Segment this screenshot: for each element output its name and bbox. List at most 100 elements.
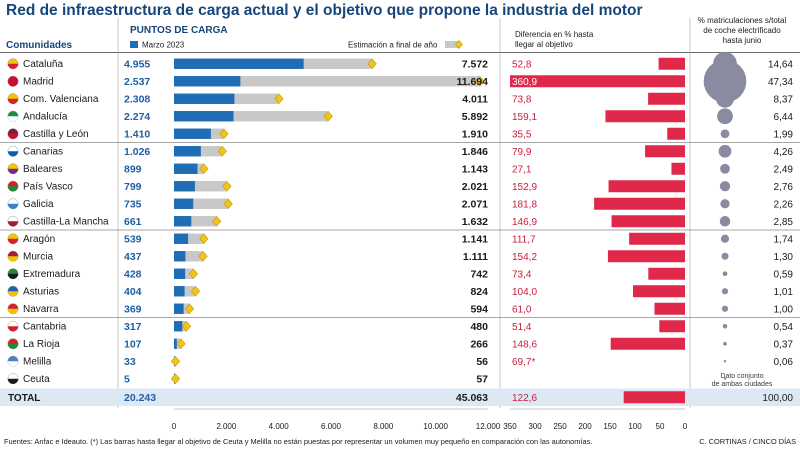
estimate-value: 11.694: [456, 76, 488, 88]
legend-estimate-swatch: [445, 41, 459, 48]
share-value: 1,01: [774, 287, 794, 298]
diff-value: 1.040,0*: [512, 374, 549, 385]
flag-half: [7, 273, 19, 279]
estimate-marker: [199, 163, 209, 175]
diff-bar: [605, 110, 685, 123]
share-bubble: [719, 216, 731, 227]
community-name: Ceuta: [23, 374, 50, 385]
points-tick-label: 8.000: [373, 422, 394, 431]
community-name: Com. Valenciana: [23, 94, 99, 105]
diff-value: 52,8: [512, 59, 532, 70]
flag-half: [7, 151, 19, 157]
diff-tick-label: 50: [656, 422, 665, 431]
community-name: Castilla y León: [23, 129, 89, 140]
estimate-bar: [174, 216, 217, 227]
diff-value: 73,4: [512, 269, 532, 280]
points-tick-label: 0: [172, 422, 177, 431]
total-band: [0, 388, 800, 406]
shared-note-line: Dato conjunto: [720, 373, 763, 380]
share-value: 1,99: [774, 129, 794, 140]
diff-bar: [648, 92, 685, 105]
points-tick-label: 12.000: [476, 422, 501, 431]
current-value: 2.308: [124, 93, 150, 105]
table-row: Ceuta 5 57 1.040,0*: [7, 373, 727, 385]
diff-tick-label: 350: [503, 422, 517, 431]
table-row: Castilla-La Mancha 661 1.632 146,9 2,85: [7, 215, 793, 228]
diff-header-line: llegar al objetivo: [515, 40, 573, 49]
estimate-value: 1.111: [463, 251, 488, 263]
share-bubble: [720, 163, 730, 174]
diff-bar: [654, 302, 685, 315]
page-title: Red de infraestructura de carga actual y…: [6, 2, 643, 19]
estimate-bar: [174, 111, 329, 122]
share-bubble: [721, 252, 729, 260]
community-name: Galicia: [23, 199, 54, 210]
share-value: 47,34: [768, 77, 793, 88]
diff-tick-label: 200: [578, 422, 592, 431]
current-bar: [174, 163, 198, 174]
community-name: Extremadura: [23, 269, 81, 280]
share-header-line: % matriculaciones s/total: [698, 16, 787, 25]
current-bar: [174, 111, 234, 122]
flag-half: [7, 203, 19, 209]
diff-bar: [658, 57, 685, 70]
current-value: 799: [124, 181, 142, 193]
points-tick-label: 10.000: [423, 422, 448, 431]
table-row: La Rioja 107 266 148,6 0,37: [7, 337, 794, 350]
communities-header: Comunidades: [6, 40, 73, 51]
community-name: Navarra: [23, 304, 59, 315]
legend-estimate-marker: [455, 40, 463, 49]
estimate-value: 266: [470, 338, 488, 350]
current-bar: [174, 338, 177, 349]
table-row: Andalucía 2.274 5.892 159,1 6,44: [7, 108, 793, 125]
flag-half: [7, 168, 19, 174]
table-row: Madrid 2.537 11.694 360,9 47,34: [7, 59, 793, 103]
diff-tick-label: 250: [553, 422, 567, 431]
estimate-value: 1.910: [462, 128, 488, 140]
estimate-value: 824: [470, 286, 488, 298]
diff-value: 154,2: [512, 252, 537, 263]
share-bubble: [720, 129, 730, 139]
current-value: 428: [124, 268, 142, 280]
diff-tick-label: 150: [603, 422, 617, 431]
community-name: La Rioja: [23, 339, 60, 350]
table-row: Com. Valenciana 2.308 4.011 73,8 8,37: [7, 89, 793, 108]
diff-value: 104,0: [512, 287, 537, 298]
diff-value: 159,1: [512, 112, 537, 123]
diff-bar: [648, 267, 685, 280]
estimate-value: 4.011: [462, 93, 488, 105]
estimate-value: 1.846: [462, 146, 488, 158]
table-row: País Vasco 799 2.021 152,9 2,76: [7, 180, 794, 193]
estimate-marker: [170, 355, 181, 367]
current-value: 5: [124, 373, 130, 385]
table-row: Navarra 369 594 61,0 1,00: [7, 302, 793, 315]
total-name: TOTAL: [8, 393, 40, 404]
share-bubble: [722, 271, 728, 277]
total-diff-bar: [623, 391, 685, 404]
estimate-bar: [174, 233, 204, 244]
community-name: Cantabria: [23, 322, 67, 333]
estimate-marker: [170, 373, 181, 385]
share-value: 0,37: [774, 339, 794, 350]
current-bar: [174, 268, 186, 279]
community-name: Asturias: [23, 287, 59, 298]
share-value: 2,76: [774, 182, 794, 193]
diff-value: 146,9: [512, 217, 537, 228]
estimate-value: 1.141: [462, 233, 488, 245]
table-row: Murcia 437 1.111 154,2 1,30: [7, 250, 793, 263]
flag-half: [7, 361, 19, 367]
points-tick-label: 4.000: [269, 422, 290, 431]
share-bubble: [723, 360, 727, 363]
table-row: Melilla 33 56 69,7* 0,06: [7, 355, 793, 368]
estimate-bar: [174, 198, 229, 209]
points-tick-label: 2.000: [216, 422, 237, 431]
points-header: PUNTOS DE CARGA: [130, 25, 228, 36]
share-header-line: hasta junio: [723, 36, 762, 45]
diff-value: 35,5: [512, 129, 532, 140]
share-bubble: [721, 305, 729, 312]
current-bar: [174, 286, 185, 297]
estimate-marker: [323, 110, 333, 122]
share-bubble: [720, 234, 730, 243]
estimate-marker: [176, 338, 186, 350]
estimate-value: 57: [476, 373, 488, 385]
